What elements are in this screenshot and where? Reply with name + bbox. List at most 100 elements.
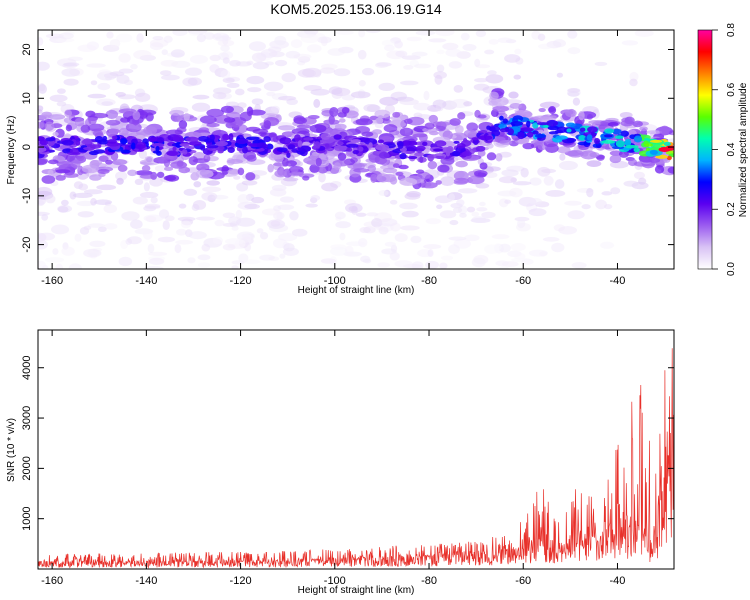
spectrogram-cell [578, 110, 585, 121]
spectrogram-cell [215, 141, 228, 147]
spectrogram-cell [464, 234, 480, 242]
spectrogram-cell [422, 127, 439, 133]
spectrogram-cell [318, 152, 335, 161]
spectrogram-cell [537, 166, 551, 177]
spectrogram-cell [486, 125, 491, 130]
spectrogram-cell [130, 219, 143, 230]
snr-y-tick-label: 2000 [21, 456, 33, 480]
spectrogram-cell [610, 187, 621, 195]
spectrogram-cell [596, 155, 605, 161]
spectrogram-cell [530, 140, 544, 145]
spectrogram-cell [165, 174, 180, 182]
spectrogram-cell [313, 98, 321, 108]
spectrogram-cell [239, 111, 252, 122]
spectrogram-cell [427, 249, 434, 257]
snr-x-tick-label: -140 [135, 575, 157, 587]
spectrogram-cell [567, 149, 584, 158]
spectrogram-cell [235, 138, 249, 145]
spectrogram-cell [445, 150, 451, 157]
spectrogram-cell [38, 105, 44, 112]
spectrogram-cell [51, 224, 70, 235]
spectrogram-cell [552, 39, 567, 48]
spectrogram-cell [471, 216, 487, 223]
spectrogram-cell [61, 68, 80, 77]
spectrogram-cell [484, 49, 495, 55]
spectrogram-cell [625, 144, 639, 149]
spectrogram-cell [65, 124, 73, 132]
spectrogram-cell [131, 142, 136, 150]
spectrogram-cell [517, 132, 525, 140]
snr-y-label: SNR (10 * v/v) [6, 418, 17, 482]
spectrogram-cell [302, 175, 310, 181]
spectrogram-y-tick-label: -20 [21, 237, 33, 253]
spectrogram-y-axis: -20 -10 0 10 20 [21, 43, 674, 253]
snr-y-axis: 1000 2000 3000 4000 [21, 355, 674, 531]
spectrogram-cell [270, 220, 281, 227]
spectrogram-cell [178, 120, 188, 129]
spectrogram-cell [270, 105, 280, 113]
spectrogram-cell [330, 246, 348, 256]
spectrogram-cell [63, 62, 80, 67]
spectrogram-cell [160, 154, 175, 160]
spectrogram-cell [448, 236, 467, 241]
spectrogram-cell [639, 126, 648, 132]
spectrogram-cell [136, 33, 144, 43]
spectrogram-cell [245, 172, 256, 181]
spectrogram-cell [633, 135, 643, 143]
spectrogram-cell [285, 50, 301, 59]
spectrogram-cell [463, 101, 473, 107]
spectrogram-cell [209, 64, 220, 73]
spectrogram-cell [495, 260, 509, 267]
spectrogram-cell [588, 120, 603, 125]
spectrogram-cell [115, 171, 128, 181]
spectrogram-cell [333, 162, 342, 170]
spectrogram-cell [475, 64, 491, 69]
spectrogram-cell [474, 77, 489, 83]
spectrogram-cell [175, 239, 194, 245]
spectrogram-cell [291, 228, 308, 237]
spectrogram-cell [510, 257, 531, 263]
spectrogram-cell [565, 122, 576, 128]
spectrogram-cell [120, 149, 131, 154]
spectrogram-cell [449, 118, 461, 126]
spectrogram-cell [487, 70, 497, 76]
spectrogram-cell [227, 146, 235, 153]
spectrogram-cell [646, 130, 663, 135]
spectrogram-cell [226, 159, 244, 164]
spectrogram-cell [175, 228, 187, 236]
spectrogram-cell [89, 144, 102, 149]
spectrogram-cell [413, 102, 431, 111]
spectrogram-cell [263, 81, 284, 92]
spectrogram-cell [624, 138, 632, 147]
spectrogram-cell [454, 124, 464, 134]
spectrogram-cell [159, 70, 172, 76]
spectrogram-x-tick-label: -60 [515, 275, 531, 287]
spectrogram-cell [241, 259, 261, 265]
spectrogram-cell [222, 77, 235, 84]
spectrogram-cell [601, 139, 615, 144]
spectrogram-cell [188, 140, 202, 146]
spectrogram-cell [41, 175, 56, 184]
spectrogram-cell [118, 127, 129, 136]
spectrogram-cell [192, 94, 210, 100]
spectrogram-cell [297, 145, 311, 153]
spectrogram-cell [504, 54, 521, 63]
spectrogram-cell [297, 140, 303, 148]
spectrogram-cell [466, 206, 476, 213]
spectrogram-cell [135, 170, 153, 176]
spectrogram-cell [659, 125, 671, 136]
spectrogram-cell [346, 143, 359, 148]
spectrogram-cell [74, 233, 82, 242]
spectrogram-cell [52, 248, 59, 255]
spectrogram-cell [488, 39, 499, 45]
spectrogram-cell [436, 204, 443, 210]
spectrogram-cell [537, 43, 554, 50]
spectrogram-cell [383, 44, 395, 52]
spectrogram-cell [401, 55, 421, 60]
spectrogram-cell [221, 165, 230, 176]
spectrogram-cell [473, 170, 488, 177]
spectrogram-cell [52, 131, 59, 137]
spectrogram-cell [57, 206, 69, 213]
spectrogram-cell [38, 200, 45, 207]
spectrogram-cell [247, 87, 262, 93]
